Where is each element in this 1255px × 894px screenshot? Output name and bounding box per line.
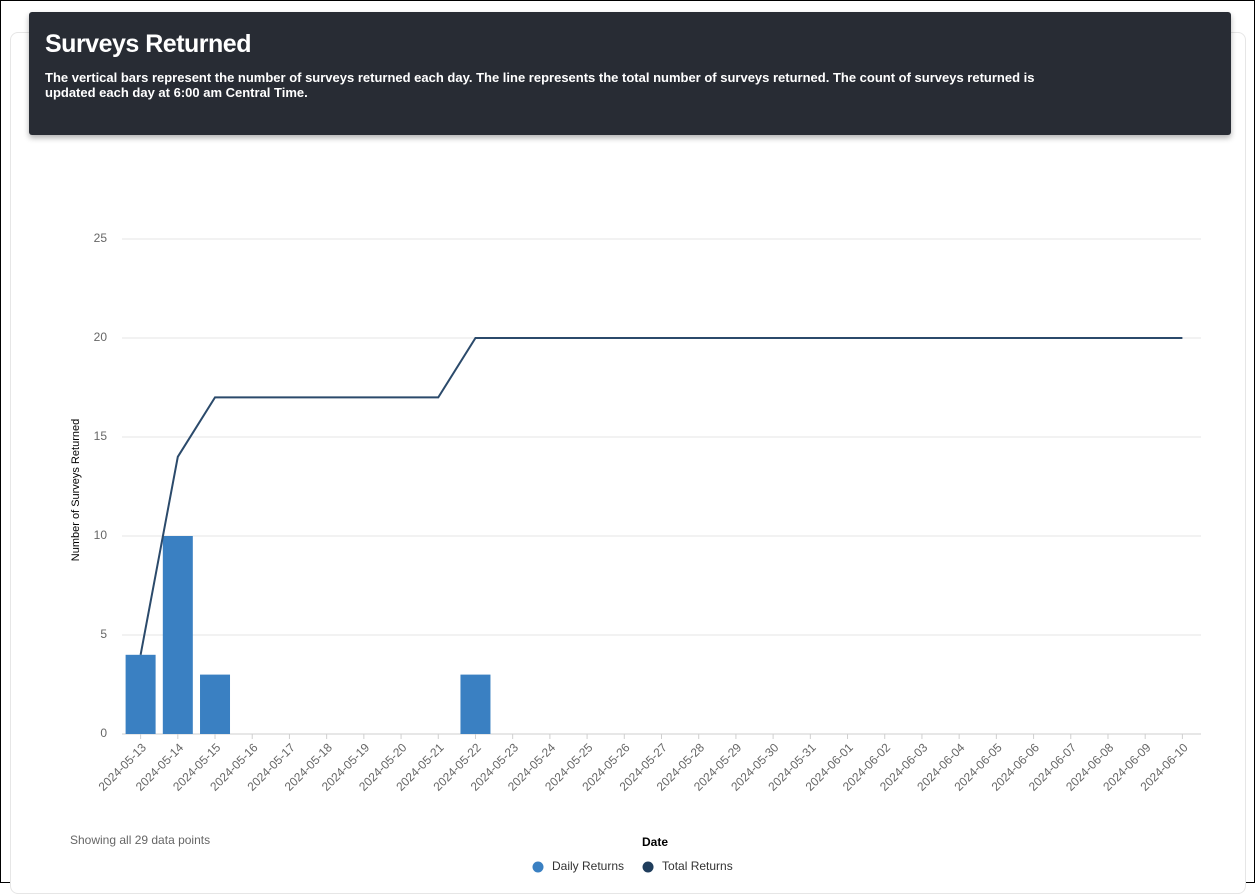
line <box>139 337 1183 655</box>
bar <box>460 674 491 734</box>
header: Surveys Returned The vertical bars repre… <box>29 12 1231 135</box>
y-tick-label: 15 <box>94 429 108 443</box>
chart-subtitle: The vertical bars represent the number o… <box>45 70 1035 100</box>
y-axis-label: Number of Surveys Returned <box>70 419 82 561</box>
x-axis-label: Date <box>642 835 668 849</box>
chart-title: Surveys Returned <box>45 30 251 58</box>
legend-label: Total Returns <box>662 859 733 873</box>
data-note: Showing all 29 data points <box>70 833 210 847</box>
y-tick-label: 20 <box>94 330 108 344</box>
y-tick-label: 0 <box>100 726 107 740</box>
y-tick-label: 25 <box>94 231 108 245</box>
legend-marker <box>642 861 654 873</box>
y-tick-label: 5 <box>100 627 107 641</box>
y-tick-label: 10 <box>94 528 108 542</box>
legend-marker <box>532 861 544 873</box>
bar <box>162 536 193 734</box>
bar <box>125 654 156 734</box>
bar <box>200 674 231 734</box>
legend-label: Daily Returns <box>552 859 624 873</box>
